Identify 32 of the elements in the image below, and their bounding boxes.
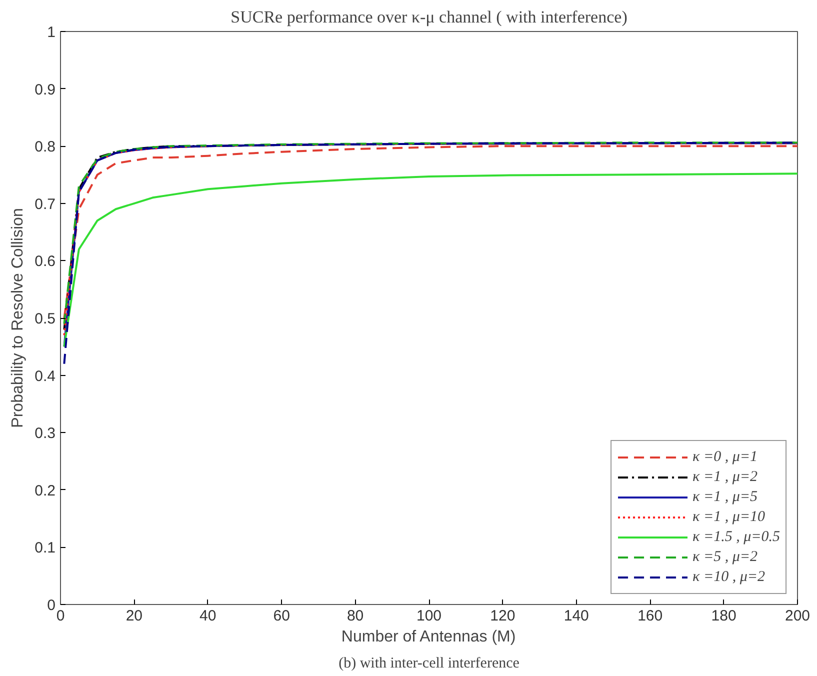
x-tick-label: 40	[200, 608, 216, 624]
legend-label: κ =1 , μ=2	[692, 468, 758, 486]
legend-label: κ =1.5 , μ=0.5	[692, 528, 780, 546]
x-axis-title: Number of Antennas (M)	[341, 628, 516, 646]
y-tick-label: 0.2	[34, 482, 56, 500]
y-tick-label: 0.4	[34, 368, 56, 385]
x-tick-label: 120	[490, 608, 516, 624]
y-tick-label: 0.1	[34, 540, 56, 557]
x-tick-label: 80	[346, 608, 364, 624]
legend-label: κ =5 , μ=2	[692, 548, 758, 566]
y-tick-label: 0.3	[34, 425, 56, 442]
legend-label: κ =1 , μ=10	[692, 508, 765, 526]
y-axis-title: Probability to Resolve Collision	[10, 208, 27, 428]
legend-label: κ =0 , μ=1	[692, 448, 758, 466]
x-tick-label: 20	[126, 608, 143, 624]
y-tick-label: 0.7	[34, 196, 56, 213]
chart-title: SUCRe performance over κ-μ channel ( with interference)	[230, 8, 628, 26]
x-tick-label: 140	[564, 608, 589, 624]
text: (b) with inter-cell interference	[338, 656, 520, 672]
y-tick-label: 0.9	[34, 81, 56, 98]
legend-label: κ =10 , μ=2	[692, 568, 765, 586]
y-tick-label: 1	[47, 24, 56, 41]
x-tick-label: 60	[273, 608, 290, 624]
x-tick-label: 180	[711, 608, 736, 624]
y-tick-label: 0.6	[34, 253, 56, 270]
y-tick-label: 0.5	[34, 310, 56, 328]
y-tick-label: 0	[47, 597, 56, 614]
legend-label: κ =1 , μ=5	[692, 488, 758, 506]
x-tick-label: 100	[416, 608, 442, 624]
x-tick-label: 200	[784, 608, 810, 624]
x-tick-label: 160	[638, 608, 663, 624]
y-tick-label: 0.8	[34, 138, 56, 156]
